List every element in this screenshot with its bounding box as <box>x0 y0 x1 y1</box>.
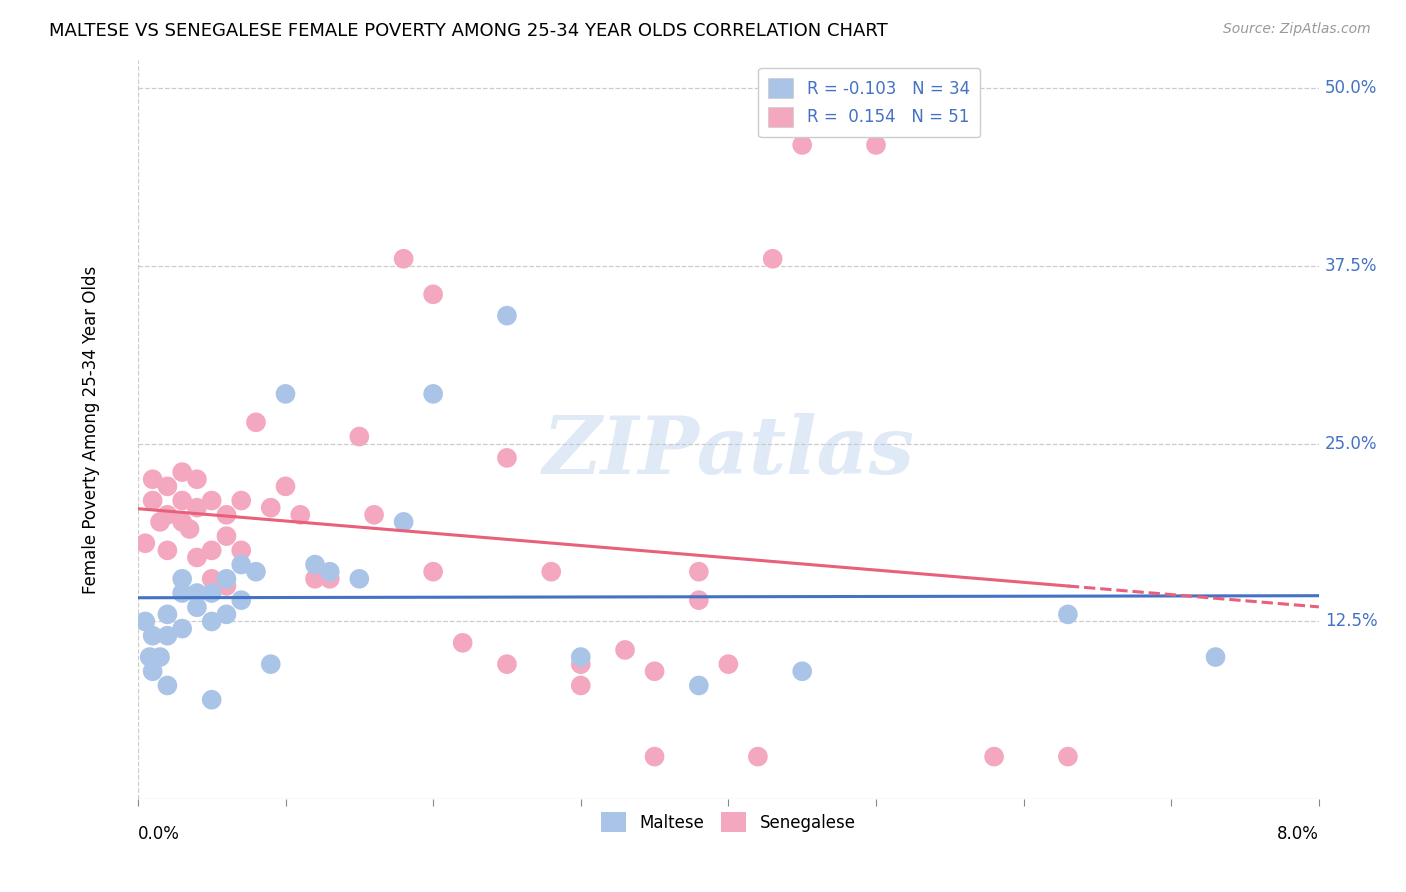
Point <box>451 636 474 650</box>
Point <box>138 650 160 665</box>
Point <box>215 529 238 543</box>
Point <box>496 657 519 672</box>
Point <box>792 137 814 152</box>
Point <box>274 479 297 493</box>
Point <box>134 615 156 629</box>
Point <box>540 565 562 579</box>
Point <box>569 657 592 672</box>
Point <box>304 572 326 586</box>
Text: Female Poverty Among 25-34 Year Olds: Female Poverty Among 25-34 Year Olds <box>82 265 100 593</box>
Point <box>172 572 194 586</box>
Point <box>688 565 710 579</box>
Point <box>134 536 156 550</box>
Point <box>392 252 415 266</box>
Point <box>792 665 814 679</box>
Point <box>983 749 1005 764</box>
Point <box>319 572 342 586</box>
Point <box>142 472 165 486</box>
Point <box>215 579 238 593</box>
Point <box>349 572 371 586</box>
Point <box>142 493 165 508</box>
Point <box>688 678 710 692</box>
Point <box>201 692 224 706</box>
Point <box>201 493 224 508</box>
Point <box>496 450 519 465</box>
Point <box>363 508 385 522</box>
Point <box>1057 749 1080 764</box>
Point <box>149 650 172 665</box>
Point <box>201 615 224 629</box>
Text: 12.5%: 12.5% <box>1324 613 1378 631</box>
Point <box>172 586 194 600</box>
Legend: Maltese, Senegalese: Maltese, Senegalese <box>595 805 862 839</box>
Point <box>422 287 444 301</box>
Text: MALTESE VS SENEGALESE FEMALE POVERTY AMONG 25-34 YEAR OLDS CORRELATION CHART: MALTESE VS SENEGALESE FEMALE POVERTY AMO… <box>49 22 889 40</box>
Point <box>172 622 194 636</box>
Point <box>644 749 666 764</box>
Text: Source: ZipAtlas.com: Source: ZipAtlas.com <box>1223 22 1371 37</box>
Point <box>201 586 224 600</box>
Text: 37.5%: 37.5% <box>1324 257 1378 275</box>
Point <box>422 565 444 579</box>
Point <box>290 508 312 522</box>
Point <box>569 650 592 665</box>
Point <box>349 429 371 443</box>
Point <box>201 543 224 558</box>
Point <box>304 558 326 572</box>
Point <box>245 415 267 429</box>
Point <box>245 565 267 579</box>
Point <box>142 665 165 679</box>
Point <box>614 643 637 657</box>
Point <box>215 572 238 586</box>
Point <box>186 586 208 600</box>
Point <box>149 515 172 529</box>
Point <box>156 508 179 522</box>
Point <box>215 508 238 522</box>
Text: 0.0%: 0.0% <box>138 825 180 843</box>
Text: 25.0%: 25.0% <box>1324 434 1378 452</box>
Point <box>186 550 208 565</box>
Point <box>172 493 194 508</box>
Point <box>319 565 342 579</box>
Point <box>717 657 740 672</box>
Point <box>156 479 179 493</box>
Point <box>260 657 283 672</box>
Point <box>215 607 238 622</box>
Point <box>231 593 253 607</box>
Point <box>156 607 179 622</box>
Point <box>156 629 179 643</box>
Point <box>156 543 179 558</box>
Point <box>644 665 666 679</box>
Point <box>496 309 519 323</box>
Point <box>1205 650 1227 665</box>
Point <box>1057 607 1080 622</box>
Point <box>231 493 253 508</box>
Point <box>865 137 887 152</box>
Point <box>569 678 592 692</box>
Point <box>422 387 444 401</box>
Point <box>231 543 253 558</box>
Point <box>231 558 253 572</box>
Point <box>762 252 785 266</box>
Point <box>156 678 179 692</box>
Point <box>186 600 208 615</box>
Point <box>688 593 710 607</box>
Text: ZIPatlas: ZIPatlas <box>543 413 914 491</box>
Text: 50.0%: 50.0% <box>1324 79 1376 97</box>
Point <box>179 522 201 536</box>
Point <box>201 572 224 586</box>
Point <box>274 387 297 401</box>
Point <box>260 500 283 515</box>
Text: 8.0%: 8.0% <box>1277 825 1319 843</box>
Point <box>186 500 208 515</box>
Point <box>747 749 769 764</box>
Point <box>186 472 208 486</box>
Point <box>142 629 165 643</box>
Point <box>172 465 194 479</box>
Point <box>172 515 194 529</box>
Point <box>392 515 415 529</box>
